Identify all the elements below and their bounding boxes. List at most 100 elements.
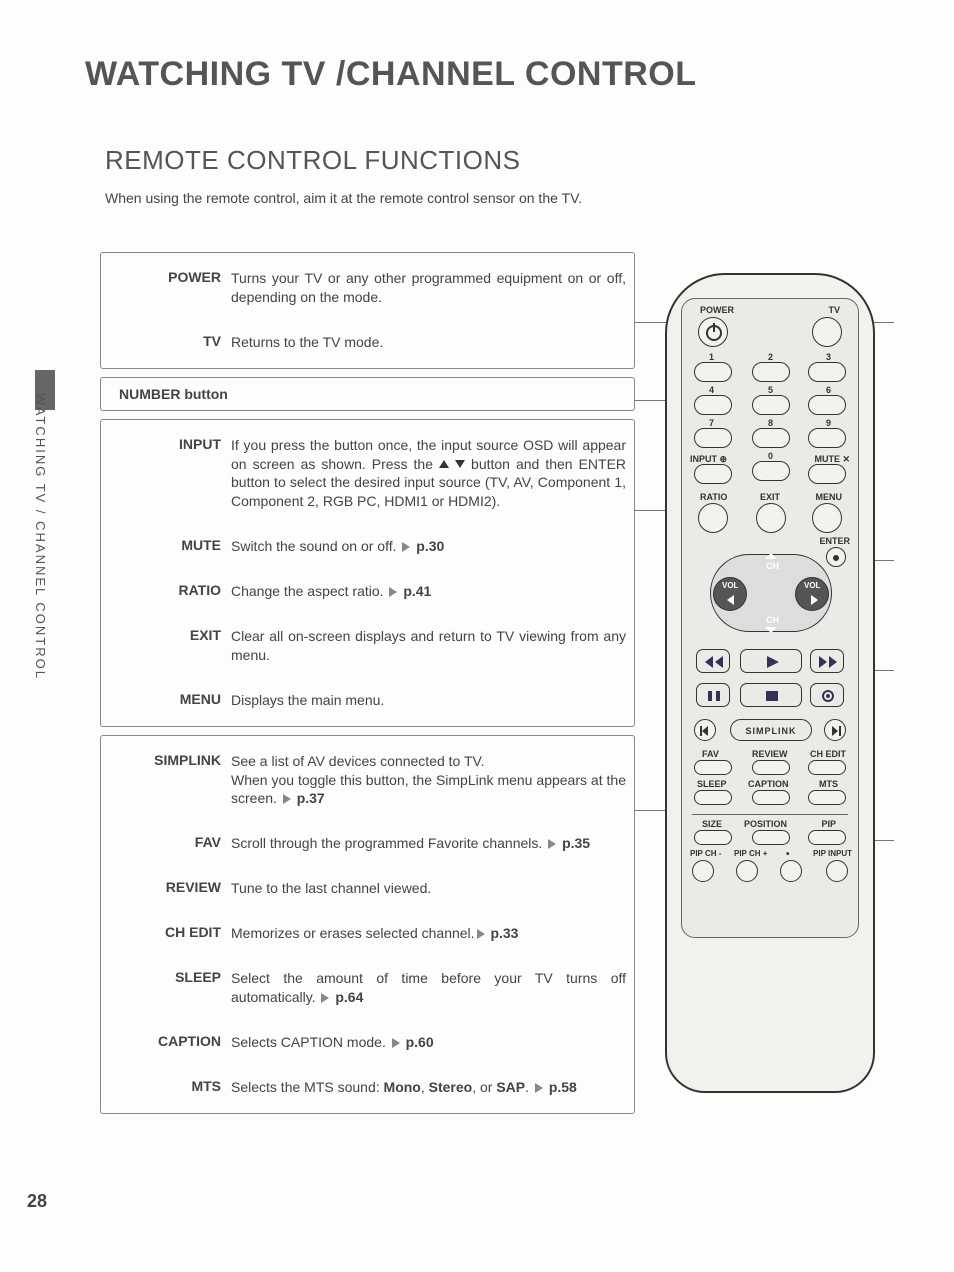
mts-sap: SAP: [496, 1079, 525, 1095]
vol-down-button[interactable]: VOL: [713, 577, 747, 611]
mute-button[interactable]: [808, 464, 846, 484]
text-menu: Displays the main menu.: [231, 691, 384, 710]
ratio-button[interactable]: [698, 503, 728, 533]
label-review: REVIEW: [101, 879, 231, 895]
num-5-button[interactable]: [752, 395, 790, 415]
dot-button[interactable]: [780, 860, 802, 882]
chedit-button[interactable]: [808, 760, 846, 775]
pause-button[interactable]: [696, 683, 730, 707]
enter-dot-icon: [833, 555, 839, 561]
rlabel-8: 8: [768, 418, 773, 428]
text-ratio: Change the aspect ratio. p.41: [231, 582, 431, 601]
rewind-button[interactable]: [696, 649, 730, 673]
pip-button[interactable]: [808, 830, 846, 845]
label-sleep: SLEEP: [101, 969, 231, 985]
menu-button[interactable]: [812, 503, 842, 533]
num-3-button[interactable]: [808, 362, 846, 382]
pipchm-button[interactable]: [692, 860, 714, 882]
side-label: WATCHING TV / CHANNEL CONTROL: [33, 393, 48, 680]
num-1-button[interactable]: [694, 362, 732, 382]
text-input: If you press the button once, the input …: [231, 436, 626, 512]
text-sleep: Select the amount of time before your TV…: [231, 969, 626, 1007]
exit-button[interactable]: [756, 503, 786, 533]
rlabel-enter: ENTER: [819, 536, 850, 546]
ch-up-button[interactable]: [765, 553, 777, 559]
enter-button[interactable]: [826, 547, 846, 567]
ref-mute: p.30: [416, 538, 444, 554]
rlabel-3: 3: [826, 352, 831, 362]
pause-icon: [697, 684, 731, 708]
size-button[interactable]: [694, 830, 732, 845]
stop-button[interactable]: [740, 683, 802, 707]
row-tv: TV Returns to the TV mode.: [101, 327, 626, 358]
text-simplink-a: See a list of AV devices connected to TV…: [231, 753, 484, 769]
mts-t3: , or: [472, 1079, 496, 1095]
label-simplink: SIMPLINK: [101, 752, 231, 768]
position-button[interactable]: [752, 830, 790, 845]
mts-button[interactable]: [808, 790, 846, 805]
label-fav: FAV: [101, 834, 231, 850]
fastforward-button[interactable]: [810, 649, 844, 673]
num-0-button[interactable]: [752, 461, 790, 481]
ref-chedit: p.33: [490, 925, 518, 941]
fav-button[interactable]: [694, 760, 732, 775]
skipfwd-icon: [825, 720, 847, 742]
ref-caption: p.60: [406, 1034, 434, 1050]
power-button[interactable]: [698, 317, 728, 347]
remote-control: POWER TV 1 2 3 4 5 6 7 8 9 INPUT ⊕ 0 MUT…: [665, 273, 875, 1093]
text-chedit-a: Memorizes or erases selected channel.: [231, 925, 475, 941]
row-input: INPUT If you press the button once, the …: [101, 430, 626, 518]
num-6-button[interactable]: [808, 395, 846, 415]
rlabel-ch-down: CH: [766, 615, 779, 625]
text-tv: Returns to the TV mode.: [231, 333, 383, 352]
skip-fwd-button[interactable]: [824, 719, 846, 741]
num-9-button[interactable]: [808, 428, 846, 448]
num-7-button[interactable]: [694, 428, 732, 448]
rlabel-mts: MTS: [819, 779, 838, 789]
skipback-icon: [695, 720, 717, 742]
review-button[interactable]: [752, 760, 790, 775]
ref-arrow-icon: [477, 929, 485, 939]
row-ratio: RATIO Change the aspect ratio. p.41: [101, 576, 626, 607]
rlabel-vol-l: VOL: [722, 581, 738, 590]
vol-up-button[interactable]: VOL: [795, 577, 829, 611]
rlabel-chedit: CH EDIT: [810, 749, 846, 759]
num-2-button[interactable]: [752, 362, 790, 382]
row-mts: MTS Selects the MTS sound: Mono, Stereo,…: [101, 1072, 626, 1103]
ch-down-button[interactable]: [765, 627, 777, 633]
rlabel-pipchp: PIP CH +: [734, 849, 767, 858]
pipchp-button[interactable]: [736, 860, 758, 882]
record-button[interactable]: [810, 683, 844, 707]
tv-button[interactable]: [812, 317, 842, 347]
pipinput-button[interactable]: [826, 860, 848, 882]
rlabel-pipinput: PIP INPUT: [813, 849, 852, 858]
text-sleep-a: Select the amount of time before your TV…: [231, 970, 626, 1005]
text-mts-a: Selects the MTS sound:: [231, 1079, 384, 1095]
ref-mts: p.58: [549, 1079, 577, 1095]
ref-arrow-icon: [283, 794, 291, 804]
input-button[interactable]: [694, 464, 732, 484]
text-caption: Selects CAPTION mode. p.60: [231, 1033, 434, 1052]
mts-mono: Mono: [384, 1079, 421, 1095]
rlabel-9: 9: [826, 418, 831, 428]
text-ratio-a: Change the aspect ratio.: [231, 583, 387, 599]
caption-button[interactable]: [752, 790, 790, 805]
num-8-button[interactable]: [752, 428, 790, 448]
rewind-icon: [697, 650, 731, 674]
num-4-button[interactable]: [694, 395, 732, 415]
intro-text: When using the remote control, aim it at…: [105, 190, 582, 206]
remote-inner: POWER TV 1 2 3 4 5 6 7 8 9 INPUT ⊕ 0 MUT…: [681, 298, 859, 938]
row-review: REVIEW Tune to the last channel viewed.: [101, 873, 626, 904]
ref-ratio: p.41: [403, 583, 431, 599]
row-caption: CAPTION Selects CAPTION mode. p.60: [101, 1027, 626, 1058]
simplink-button[interactable]: SIMPLINK: [730, 719, 812, 741]
ref-fav: p.35: [562, 835, 590, 851]
rlabel-sleep: SLEEP: [697, 779, 727, 789]
sleep-button[interactable]: [694, 790, 732, 805]
left-arrow-icon: [727, 595, 734, 605]
rlabel-caption: CAPTION: [748, 779, 789, 789]
ref-arrow-icon: [535, 1083, 543, 1093]
row-power: POWER Turns your TV or any other program…: [101, 263, 626, 313]
skip-back-button[interactable]: [694, 719, 716, 741]
play-button[interactable]: [740, 649, 802, 673]
